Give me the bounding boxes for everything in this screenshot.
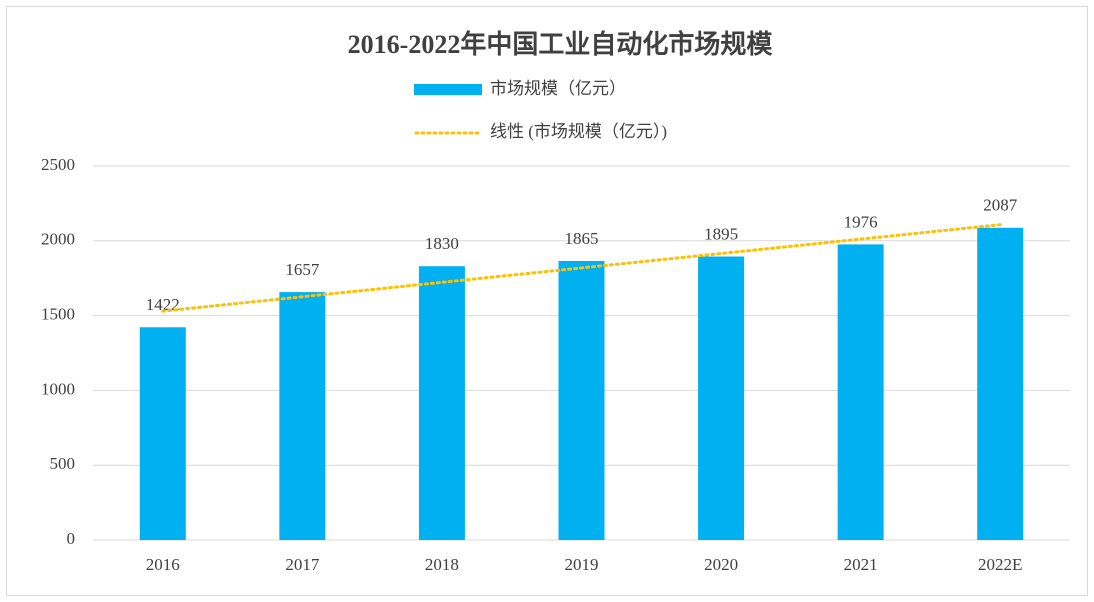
bar xyxy=(418,266,465,540)
data-label: 1865 xyxy=(565,229,599,248)
y-tick-label: 1000 xyxy=(41,379,75,398)
bar xyxy=(977,227,1024,541)
data-label: 1657 xyxy=(285,260,320,279)
x-tick-label: 2020 xyxy=(704,555,738,574)
bar xyxy=(837,244,884,541)
legend-label: 市场规模（亿元） xyxy=(490,79,626,98)
x-tick-label: 2018 xyxy=(425,555,459,574)
y-tick-label: 2000 xyxy=(41,230,75,249)
x-tick-label: 2021 xyxy=(844,555,878,574)
trendline xyxy=(161,223,1002,313)
x-tick-label: 2022E xyxy=(978,555,1022,574)
bar xyxy=(139,327,186,540)
legend-label: 线性 (市场规模（亿元）) xyxy=(490,122,667,141)
y-tick-label: 0 xyxy=(67,529,76,548)
data-label: 1830 xyxy=(425,234,459,253)
legend-swatch xyxy=(414,84,482,95)
bar xyxy=(279,292,326,540)
chart-border xyxy=(6,6,1088,596)
x-tick-label: 2017 xyxy=(285,555,320,574)
data-label: 2087 xyxy=(983,196,1018,215)
data-label: 1976 xyxy=(844,212,878,231)
y-tick-label: 1500 xyxy=(41,305,75,324)
x-tick-label: 2019 xyxy=(565,555,599,574)
y-tick-label: 2500 xyxy=(41,155,75,174)
bar xyxy=(698,256,745,540)
data-label: 1895 xyxy=(704,224,738,243)
y-tick-label: 500 xyxy=(50,454,76,473)
bar xyxy=(558,260,605,540)
x-tick-label: 2016 xyxy=(146,555,180,574)
chart-title: 2016-2022年中国工业自动化市场规模 xyxy=(348,29,774,59)
